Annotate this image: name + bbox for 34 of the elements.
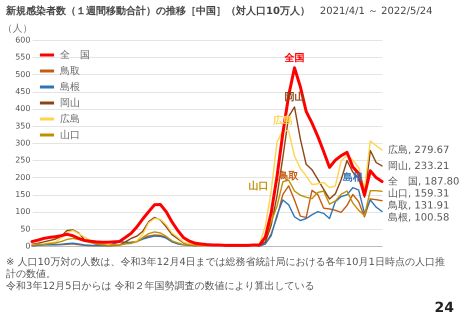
text: 24 xyxy=(434,300,454,316)
legend-label: 広島 xyxy=(60,113,80,125)
text: ※ 人口10万対の人数は、令和3年12月4日までは総務省統計局における各年10月1日時点の人口推計の数値。 xyxy=(6,256,445,280)
chart-title: 新規感染者数（１週間移動合計）の推移［中国］（対人口10万人） xyxy=(5,5,310,17)
y-tick-label: 200 xyxy=(15,172,30,182)
text: 全 国, 187.80 xyxy=(388,176,460,188)
y-axis-title: （人） xyxy=(2,24,32,34)
annotation: 山口 xyxy=(248,180,269,192)
y-tick-label: 400 xyxy=(15,104,30,114)
text: 広島, 279.67 xyxy=(388,144,450,156)
y-tick-label: 500 xyxy=(15,70,30,79)
legend-label: 全 国 xyxy=(60,49,90,61)
legend-label: 鳥取 xyxy=(59,65,80,77)
text: 島根, 100.58 xyxy=(388,212,450,224)
legend-label: 島根 xyxy=(60,81,80,93)
text: 令和3年12月5日からは 令和２年国勢調査の数値により算出している xyxy=(6,280,315,292)
text: 山口, 159.31 xyxy=(388,188,450,200)
y-tick-label: 50 xyxy=(20,224,30,234)
y-tick-label: 0 xyxy=(25,242,30,250)
y-tick-label: 350 xyxy=(15,121,30,130)
text: 岡山, 233.21 xyxy=(388,160,450,172)
legend-label: 岡山 xyxy=(60,97,80,109)
y-tick-label: 100 xyxy=(15,207,30,216)
y-tick-label: 450 xyxy=(15,87,30,96)
y-tick-label: 550 xyxy=(15,52,30,62)
chart-subtitle: 2021/4/1 ～ 2022/5/24 xyxy=(320,6,432,17)
line-series xyxy=(30,66,384,247)
y-tick-label: 300 xyxy=(15,138,30,148)
y-tick-label: 600 xyxy=(15,36,30,44)
annotation: 全国 xyxy=(284,52,304,64)
y-tick-label: 250 xyxy=(15,156,30,165)
y-tick-label: 150 xyxy=(15,190,30,199)
legend-label: 山口 xyxy=(60,129,80,141)
text: 鳥取, 131.91 xyxy=(387,200,450,212)
